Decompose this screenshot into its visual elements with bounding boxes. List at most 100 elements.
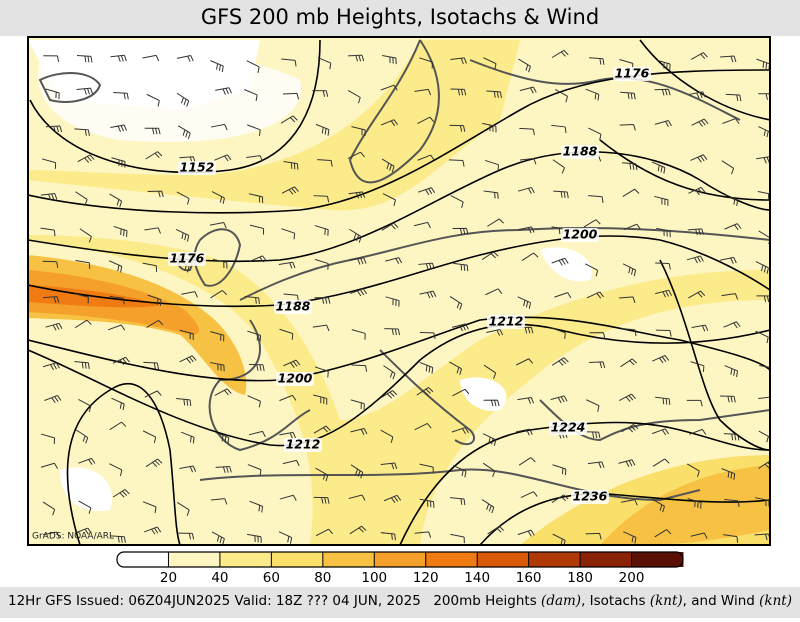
contour-label: 1200 [563,227,598,242]
contour-label: 1188 [563,144,598,159]
wind-barb [108,260,123,273]
wind-barb [417,187,436,196]
wind-barb [724,223,742,231]
wind-barb [179,329,194,340]
wind-barb [210,290,228,299]
wind-barb [656,59,671,71]
wind-barb [450,88,467,96]
wind-barb [381,222,399,231]
wind-barb [44,394,62,404]
footer-right-part: 200mb Heights [433,593,541,609]
wind-barb [517,529,535,537]
wind-barb [452,465,467,478]
wind-barb [244,89,258,102]
wind-barb [313,394,328,405]
wind-barb [758,460,770,469]
wind-barb [142,430,157,444]
wind-barb [519,158,537,165]
contour-label-bg [571,490,609,504]
wind-barb [451,323,469,332]
wind-barb [317,159,333,167]
wind-barb [453,262,469,272]
wind-barb [144,526,162,535]
colorbar-tick-label: 60 [263,570,280,586]
contour-label-bg [561,145,599,159]
wind-barb [42,531,60,538]
wind-barb [618,393,636,402]
wind-barb [589,361,606,369]
wind-barb [589,332,606,339]
wind-barb [282,92,300,100]
wind-barb [142,54,160,62]
wind-barb [419,331,436,340]
colorbar: 20 40 60 80 100 120 140 160 180 200 [116,551,684,586]
wind-barb [142,501,157,514]
wind-barb [43,55,60,62]
wind-barb [588,127,602,141]
wind-barb [76,87,94,95]
footer-right-part: (knt) [759,593,792,609]
title-bar [0,0,800,36]
wind-barb [281,228,296,240]
wind-barb [210,331,225,342]
wind-barb [417,116,435,124]
colorbar-swatch [425,552,478,567]
wind-barb [215,466,232,473]
wind-barb [651,428,670,436]
wind-barb [518,457,536,466]
wind-barb [586,399,600,412]
wind-barb [112,356,130,366]
wind-barb [583,219,601,228]
wind-barb [551,124,567,134]
wind-barb [380,84,398,91]
wind-barb [486,329,504,336]
contour-label-bg [178,161,216,175]
wind-barb [210,498,228,505]
wind-barb [315,123,330,136]
wind-barb [176,92,190,107]
colorbar-swatch [580,552,633,567]
wind-barb [723,534,739,543]
wind-barb [515,428,533,436]
wind-barb [146,93,160,107]
wind-barb [620,91,636,100]
colorbar-swatch [322,552,375,567]
wind-barb [210,60,224,73]
wind-barb [419,290,437,299]
wind-barb [552,464,567,476]
colorbar-tick-label: 20 [160,570,177,586]
wind-barb [584,431,601,439]
wind-barb [349,257,367,265]
wind-barb [723,433,740,441]
wind-barb [621,162,638,171]
wind-barb [451,427,469,435]
wind-barb [281,58,297,67]
wind-barb [315,528,334,537]
contour-label: 1152 [180,160,215,175]
wind-barb [180,431,195,444]
footer-left: 12Hr GFS Issued: 06Z04JUN2025 Valid: 18Z… [8,593,421,609]
wind-barb [550,395,568,404]
wind-barb [452,227,469,235]
wind-barb [349,288,368,297]
wind-barb [347,54,365,62]
wind-barb [414,423,432,431]
wind-barb [145,151,163,160]
wind-barb [43,296,60,303]
wind-barb [313,496,330,504]
wind-barb [210,362,225,372]
wind-barbs [40,49,770,545]
wind-barb [348,494,366,501]
wind-barb [348,191,366,199]
wind-barb [351,126,366,136]
wind-barb [655,329,672,337]
wind-barb [112,489,130,498]
wind-barb [142,262,158,272]
wind-barb [281,186,299,195]
contour-labels: 1152 1176 1188 1200 1212 1212 1200 1188 1176 1224… [168,66,651,504]
wind-barb [721,160,735,175]
colorbar-tick-label: 120 [413,570,439,586]
wind-barb [419,498,435,508]
wind-barb [78,457,96,465]
